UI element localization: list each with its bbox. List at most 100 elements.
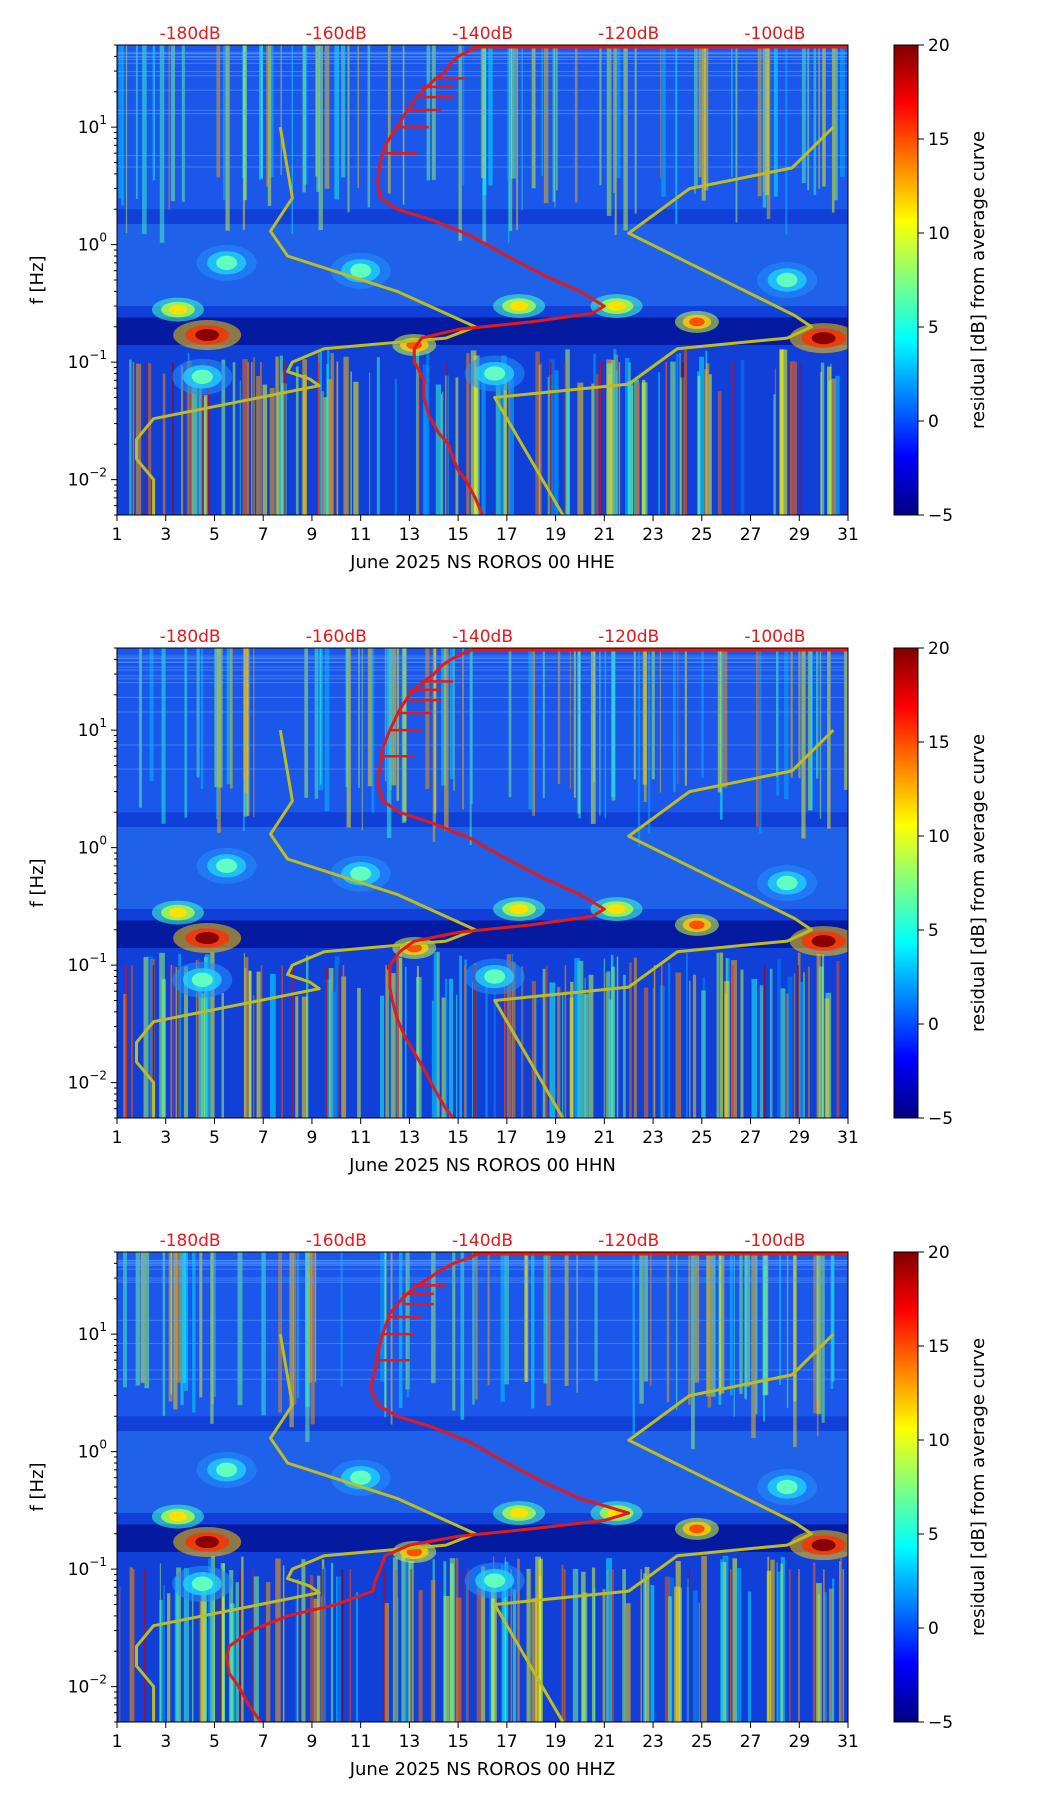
lf-streak xyxy=(232,362,236,515)
hf-streak xyxy=(623,45,628,231)
transient-streak xyxy=(383,1569,385,1722)
hf-line xyxy=(117,661,848,663)
transient-streak xyxy=(291,965,293,1118)
y-axis-label: f [Hz] xyxy=(27,858,48,907)
transient-streak xyxy=(281,965,283,1118)
lf-streak xyxy=(740,360,745,515)
noise-model-curve-high xyxy=(493,729,835,1118)
colorbar-tick-label: 20 xyxy=(928,639,950,659)
lf-streak xyxy=(622,1569,626,1722)
hf-streak xyxy=(616,45,621,179)
lf-streak xyxy=(208,1558,214,1722)
hf-streak xyxy=(345,648,348,787)
hf-streak xyxy=(192,1252,196,1413)
lf-streak xyxy=(129,359,132,515)
lf-streak xyxy=(776,1571,782,1722)
colorbar-label: residual [dB] from average curve xyxy=(968,131,989,429)
hf-streak xyxy=(528,648,533,810)
hf-streak xyxy=(341,45,346,178)
lf-streak xyxy=(355,1592,359,1722)
lf-streak xyxy=(143,956,149,1118)
hf-line xyxy=(117,56,848,58)
transient-streak xyxy=(341,1569,344,1722)
colorbar xyxy=(893,44,919,516)
hf-streak xyxy=(531,1252,535,1409)
transient-streak xyxy=(522,965,525,1118)
lf-streak xyxy=(708,374,712,515)
lf-streak xyxy=(697,375,701,515)
lf-streak xyxy=(350,371,352,515)
x-tick-label: 13 xyxy=(399,525,421,545)
hf-streak xyxy=(661,45,666,197)
hf-line xyxy=(117,1259,848,1261)
transient-streak xyxy=(322,1569,324,1722)
lf-streak xyxy=(256,376,260,515)
storm-blob xyxy=(607,904,626,914)
hf-line xyxy=(117,1262,848,1264)
hf-streak xyxy=(532,648,535,816)
hf-streak xyxy=(361,648,363,831)
hf-streak xyxy=(590,648,596,824)
hf-streak xyxy=(810,648,813,811)
lf-streak xyxy=(531,981,536,1118)
storm-blob xyxy=(191,1576,213,1592)
storm-blob xyxy=(509,301,529,311)
lf-streak xyxy=(343,356,349,515)
lf-streak xyxy=(685,953,688,1118)
hf-streak xyxy=(786,1252,789,1408)
lf-streak xyxy=(275,356,279,515)
lf-streak xyxy=(506,954,511,1118)
hf-streak xyxy=(694,1252,700,1383)
lf-streak xyxy=(174,1577,180,1722)
lf-streak xyxy=(379,995,385,1118)
hf-streak xyxy=(121,45,124,206)
x-tick-label: 29 xyxy=(788,525,810,545)
lf-streak xyxy=(221,993,225,1118)
x-tick-label: 1 xyxy=(112,525,123,545)
x-tick-label: 9 xyxy=(307,525,318,545)
lf-streak xyxy=(204,396,207,515)
storm-blob xyxy=(191,369,213,385)
lf-streak xyxy=(606,971,611,1118)
hf-streak xyxy=(815,648,819,779)
lf-streak xyxy=(687,1578,689,1722)
y-tick-label: 101 xyxy=(78,113,107,138)
lf-streak xyxy=(474,366,478,515)
hf-streak xyxy=(701,648,704,778)
hf-streak xyxy=(461,648,464,810)
storm-blob xyxy=(689,1524,705,1534)
storm-blob xyxy=(350,866,372,881)
lf-streak xyxy=(818,966,824,1118)
lf-streak xyxy=(797,952,801,1118)
lf-streak xyxy=(554,370,559,515)
transient-streak xyxy=(417,362,420,515)
hf-streak xyxy=(140,1252,145,1383)
x-tick-label: 11 xyxy=(350,525,372,545)
lf-streak xyxy=(401,1555,406,1722)
transient-streak xyxy=(763,965,766,1118)
lf-streak xyxy=(611,966,616,1118)
storm-blob xyxy=(195,932,220,945)
hf-streak xyxy=(735,45,738,223)
hf-streak xyxy=(243,648,247,779)
lf-streak xyxy=(465,1586,469,1722)
x-tick-label: 13 xyxy=(399,1128,421,1148)
x-tick-label: 27 xyxy=(740,525,762,545)
storm-blob xyxy=(216,858,238,874)
lf-streak xyxy=(440,394,443,515)
hf-line xyxy=(117,56,848,58)
lf-streak xyxy=(180,365,184,515)
hf-line xyxy=(117,75,848,77)
hf-line xyxy=(117,62,848,64)
hf-line xyxy=(117,1319,848,1321)
lf-streak xyxy=(531,1597,538,1722)
lf-streak xyxy=(821,954,825,1118)
lf-streak xyxy=(198,980,203,1118)
y-tick-label: 10−2 xyxy=(68,1673,107,1698)
hf-streak xyxy=(710,1252,716,1397)
lf-streak xyxy=(667,963,671,1118)
lf-streak xyxy=(508,377,514,515)
transient-streak xyxy=(789,362,792,515)
lf-streak xyxy=(148,363,152,515)
hf-streak xyxy=(790,648,793,778)
